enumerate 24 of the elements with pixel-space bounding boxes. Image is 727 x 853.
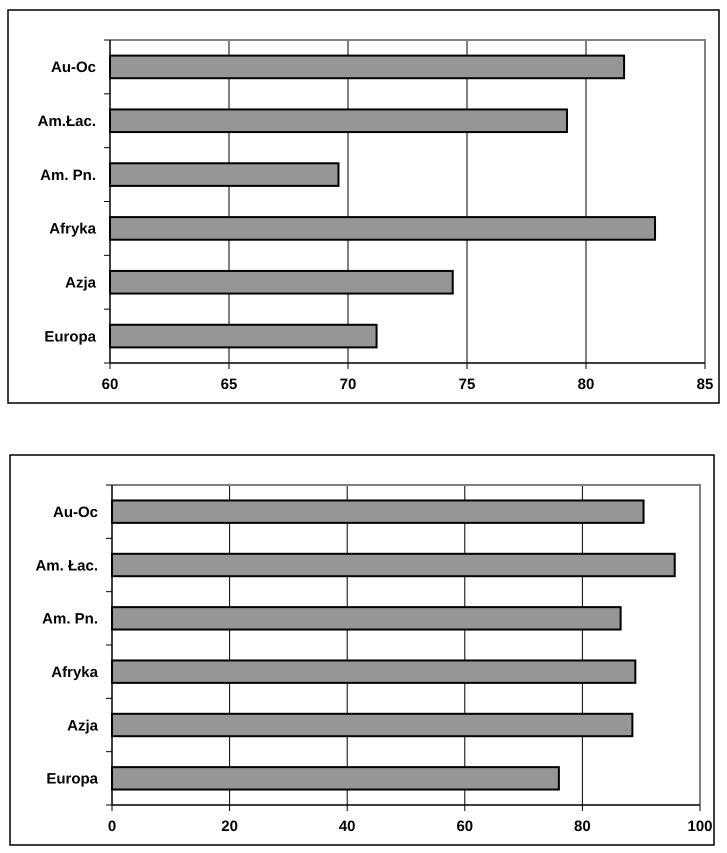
x-tick-label: 75 bbox=[458, 376, 476, 393]
x-tick-label: 85 bbox=[696, 376, 714, 393]
y-tick-label: Azja bbox=[65, 274, 97, 292]
y-tick-label: Am. Pn. bbox=[42, 610, 98, 628]
x-tick-label: 70 bbox=[340, 376, 356, 393]
y-tick-label: Europa bbox=[46, 770, 99, 788]
x-tick-label: 80 bbox=[578, 376, 594, 393]
x-tick-label: 20 bbox=[221, 818, 238, 835]
x-tick-label: 0 bbox=[108, 818, 116, 835]
x-tick-label: 60 bbox=[456, 818, 474, 835]
y-tick-label: Au-Oc bbox=[53, 504, 98, 521]
y-tick-label: Europa bbox=[44, 328, 97, 346]
x-tick-label: 65 bbox=[220, 376, 238, 393]
y-tick-label: Afryka bbox=[49, 220, 97, 238]
y-tick-label: Am. Łac. bbox=[35, 557, 98, 574]
x-tick-label: 100 bbox=[687, 818, 713, 835]
x-tick-label: 40 bbox=[338, 818, 356, 835]
y-tick-label: Am.Łac. bbox=[38, 113, 96, 130]
y-tick-label: Au-Oc bbox=[51, 59, 96, 76]
x-tick-label: 80 bbox=[574, 818, 591, 835]
x-tick-label: 60 bbox=[102, 376, 118, 393]
y-tick-label: Am. Pn. bbox=[40, 166, 96, 184]
y-tick-label: Afryka bbox=[51, 664, 99, 681]
y-tick-label: Azja bbox=[67, 717, 99, 734]
